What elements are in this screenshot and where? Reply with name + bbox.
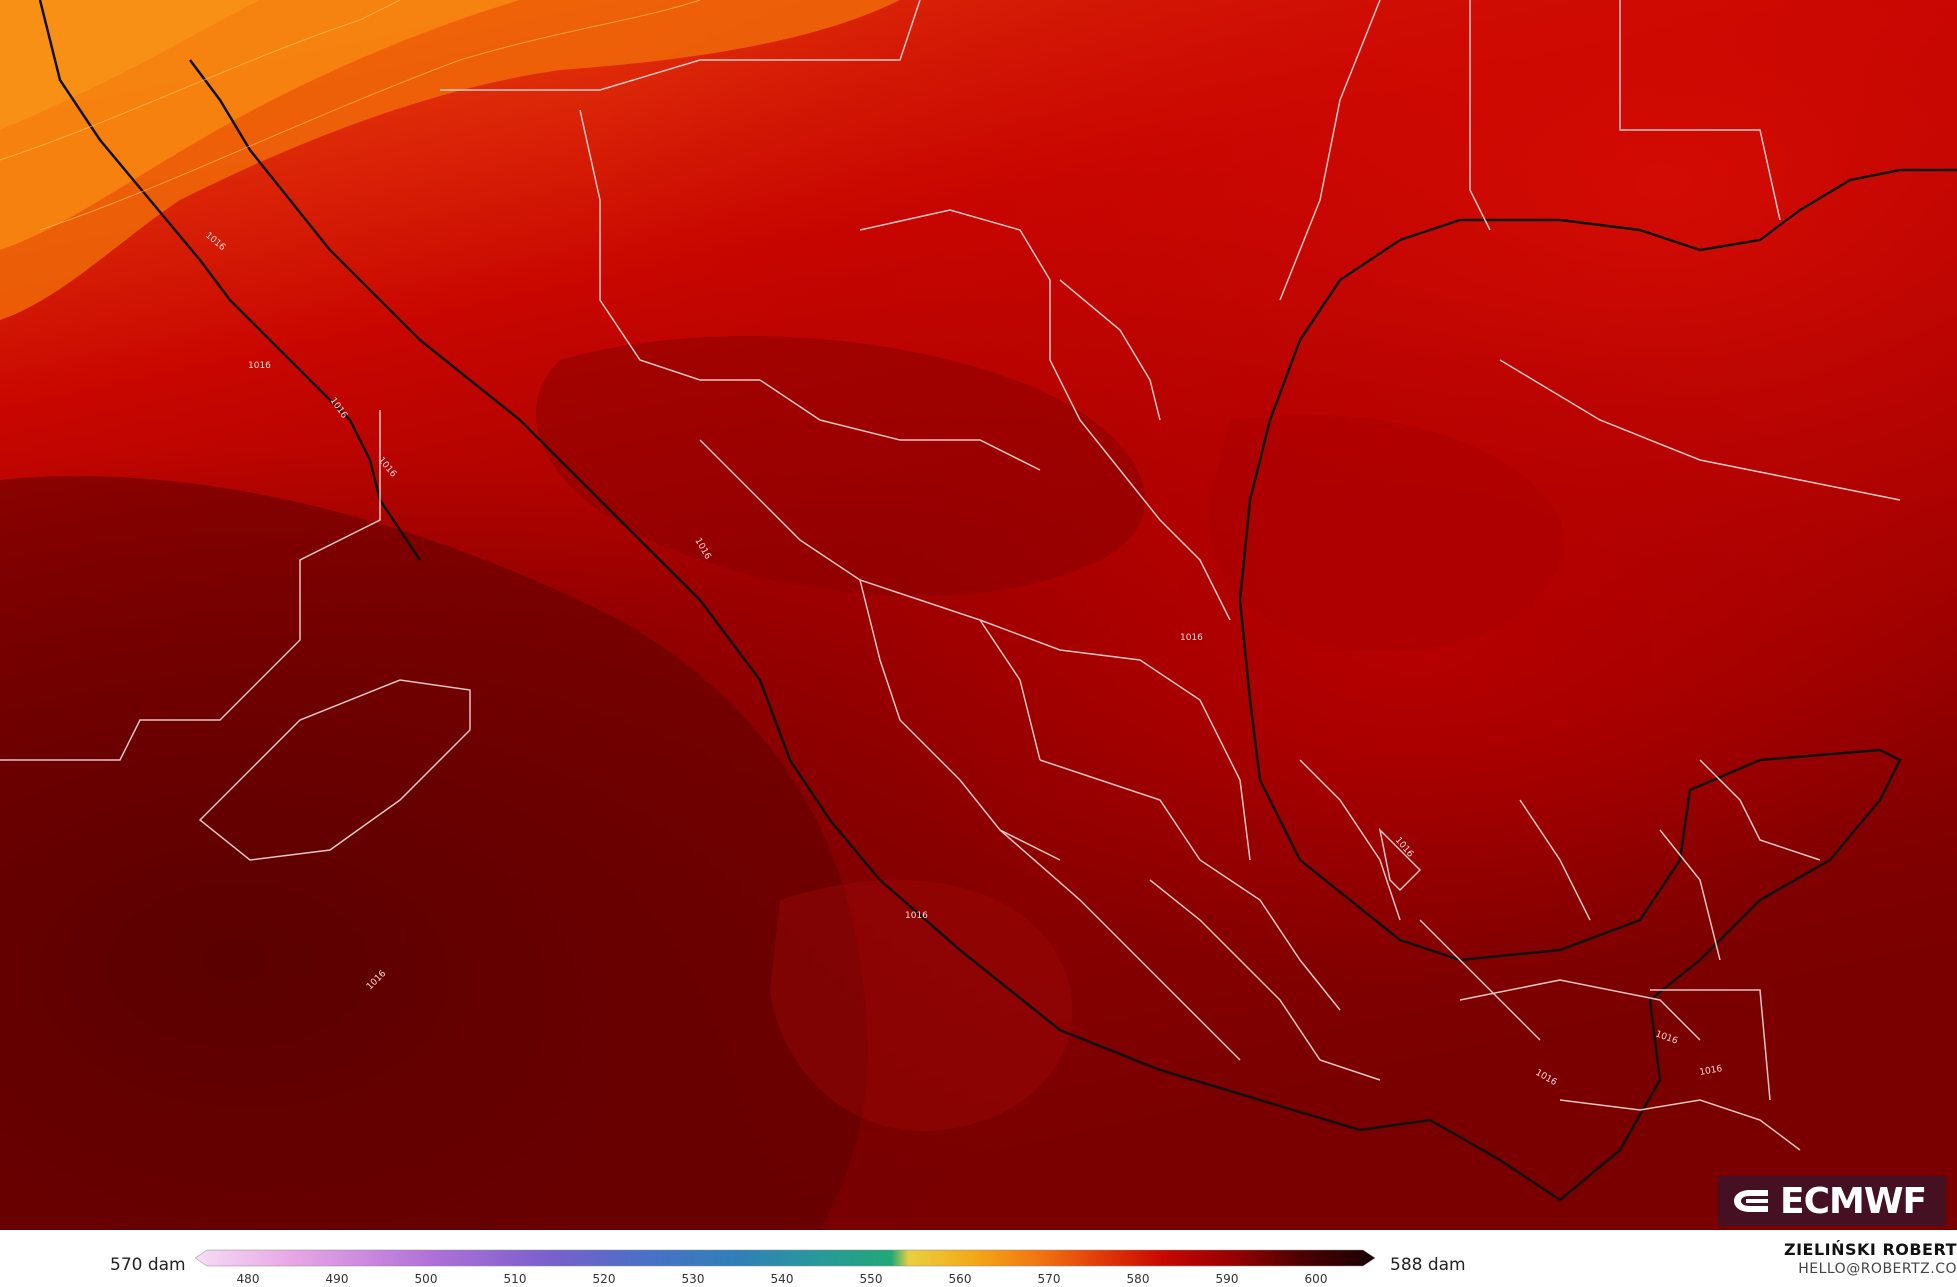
ecmwf-swirl-icon bbox=[1734, 1190, 1768, 1212]
ecmwf-logo-text: ECMWF bbox=[1780, 1180, 1927, 1222]
isobar-label: 1016 bbox=[248, 361, 271, 371]
colorbar-tick: 490 bbox=[325, 1272, 349, 1286]
colorbar-right-label: 588 dam bbox=[1390, 1255, 1466, 1275]
dark-red-core-mexico bbox=[535, 336, 1146, 597]
colorbar-tick: 520 bbox=[592, 1272, 616, 1286]
colorbar-ticks: 480 490 500 510 520 530 540 550 560 570 … bbox=[0, 1272, 1500, 1287]
colorbar-tick: 550 bbox=[859, 1272, 883, 1286]
colorbar-left-label: 570 dam bbox=[110, 1255, 186, 1275]
author-email: HELLO@ROBERTZ.CO bbox=[1798, 1261, 1957, 1277]
colorbar-tick: 480 bbox=[236, 1272, 260, 1286]
colorbar-tick: 530 bbox=[681, 1272, 705, 1286]
colorbar bbox=[195, 1249, 1375, 1267]
isobar-label: 1016 bbox=[905, 911, 928, 921]
dark-red-pacific bbox=[0, 476, 868, 1230]
political-borders bbox=[0, 0, 1901, 1151]
author-credit: ZIELIŃSKI ROBERT HELLO@ROBERTZ.CO bbox=[1784, 1240, 1957, 1277]
colorbar-tick: 540 bbox=[770, 1272, 794, 1286]
coastline bbox=[38, 0, 1957, 1202]
author-name: ZIELIŃSKI ROBERT bbox=[1783, 1240, 1957, 1259]
isobar-label: 1016 bbox=[1180, 633, 1203, 643]
colorbar-tick: 570 bbox=[1037, 1272, 1061, 1286]
colorbar-tick: 500 bbox=[414, 1272, 438, 1286]
colorbar-tick: 510 bbox=[503, 1272, 527, 1286]
colorbar-tick: 580 bbox=[1126, 1272, 1150, 1286]
isobar-label: 1016 bbox=[1699, 1064, 1724, 1078]
colorbar-tick: 590 bbox=[1215, 1272, 1239, 1286]
geopotential-height-map: 1016 1016 1016 1016 1016 1016 1016 1016 … bbox=[0, 0, 1957, 1230]
ecmwf-logo: ECMWF bbox=[1718, 1176, 1946, 1226]
colorbar-tick: 600 bbox=[1304, 1272, 1328, 1286]
colorbar-tick: 560 bbox=[948, 1272, 972, 1286]
contour-lines bbox=[0, 0, 701, 231]
colorbar-legend: 570 dam 4 bbox=[0, 1230, 1957, 1287]
